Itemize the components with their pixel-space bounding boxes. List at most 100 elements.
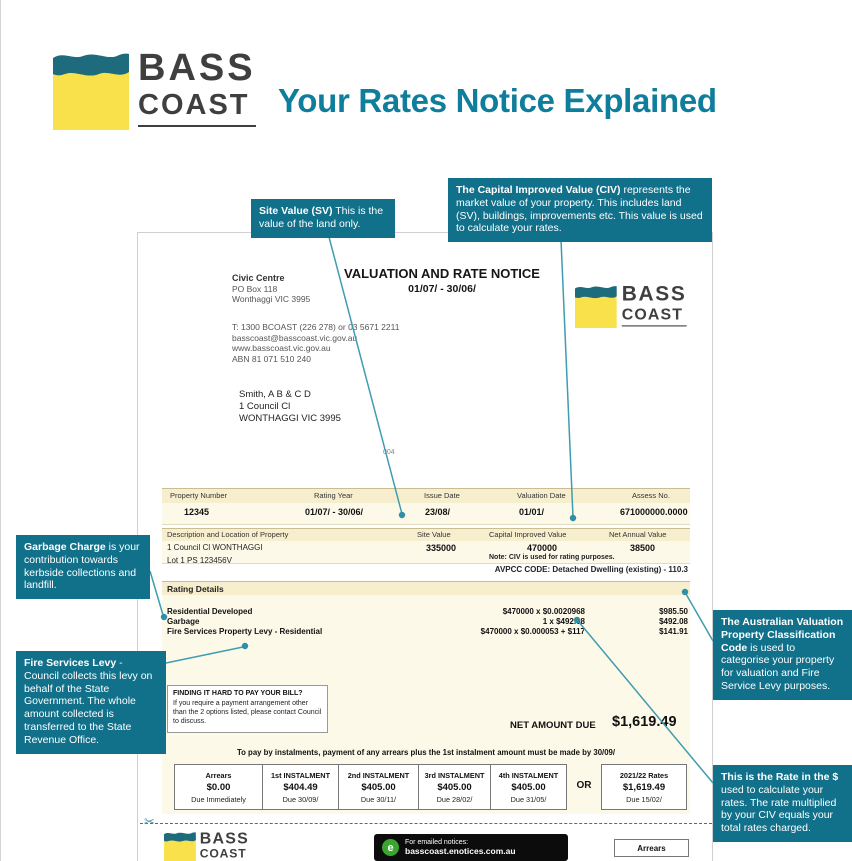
- instalment-due: Due Immediately: [191, 794, 246, 804]
- instalment-note: To pay by instalments, payment of any ar…: [236, 748, 616, 757]
- callout-avpcc-text: is used to categorise your property for …: [721, 641, 835, 692]
- summary-header-row-bg: [162, 488, 690, 503]
- rating-line-label: Garbage: [167, 617, 200, 626]
- callout-civ: The Capital Improved Value (CIV) represe…: [448, 178, 712, 243]
- callout-garbage: Garbage Charge is your contribution towa…: [16, 535, 150, 600]
- enotices-banner: e For emailed notices: basscoast.enotice…: [374, 834, 568, 861]
- notice-logo-text-bass: BASS: [621, 282, 687, 306]
- instalments-table: Arrears $0.00 Due Immediately 1st INSTAL…: [174, 764, 567, 810]
- stub-arrears-box: Arrears: [614, 839, 689, 857]
- rating-details-header-bg: [162, 581, 690, 595]
- addressee-city: WONTHAGGI VIC 3995: [239, 413, 341, 424]
- instalment-header: 3rd INSTALMENT: [424, 770, 485, 780]
- instalment-cell-2: 2nd INSTALMENT $405.00 Due 30/11/: [339, 764, 419, 810]
- rating-line-label: Residential Developed: [167, 607, 253, 616]
- stub-logo-text-coast: COAST: [200, 847, 249, 861]
- callout-rate-in-dollar-lead: This is the Rate in the $: [721, 771, 839, 783]
- sender-website: www.basscoast.vic.gov.au: [232, 343, 331, 353]
- issue-date-value: 23/08/: [425, 507, 451, 517]
- instalment-amount: $404.49: [283, 781, 318, 793]
- callout-civ-text: represents the market value of your prop…: [456, 184, 703, 235]
- summary-header-property-number: Property Number: [170, 491, 228, 500]
- rating-line-amount: $985.50: [659, 607, 688, 616]
- instalment-due: Due 28/02/: [436, 794, 473, 804]
- civ-note: Note: CIV is used for rating purposes.: [489, 554, 615, 561]
- instalment-due: Due 31/05/: [510, 794, 547, 804]
- full-payment-cell: 2021/22 Rates $1,619.49 Due 15/02/: [601, 764, 687, 810]
- notice-period: 01/07/ - 30/06/: [408, 283, 476, 295]
- callout-fire-levy-text: - Council collects this levy on behalf o…: [24, 657, 153, 746]
- enotices-icon: e: [382, 839, 399, 856]
- mail-sort-code: 004: [383, 449, 395, 456]
- instalment-cell-arrears: Arrears $0.00 Due Immediately: [174, 764, 263, 810]
- summary-header-rating-year: Rating Year: [314, 491, 353, 500]
- bass-coast-logo-mark: [53, 53, 129, 130]
- assess-no-value: 671000000.0000: [620, 507, 688, 517]
- instalment-amount: $0.00: [206, 781, 231, 793]
- callout-avpcc: The Australian Valuation Property Classi…: [713, 610, 852, 700]
- addressee-block: Smith, A B & C D 1 Council Cl WONTHAGGI …: [239, 389, 341, 425]
- property-header-description: Description and Location of Property: [167, 530, 289, 539]
- enotices-url: basscoast.enotices.com.au: [405, 846, 516, 856]
- rating-line-amount: $141.91: [659, 627, 688, 636]
- instalment-amount: $405.00: [511, 781, 546, 793]
- logo-wordmark: BASS COAST: [138, 48, 256, 127]
- net-amount-value: $1,619.49: [612, 714, 677, 730]
- instalment-cell-3: 3rd INSTALMENT $405.00 Due 28/02/: [419, 764, 491, 810]
- stub-bass-coast-logo: BASS COAST: [164, 830, 249, 861]
- logo-text-coast: COAST: [138, 88, 256, 127]
- enotices-label: For emailed notices:: [405, 839, 469, 846]
- instalment-amount: $405.00: [437, 781, 472, 793]
- callout-fire-levy-lead: Fire Services Levy: [24, 657, 117, 669]
- scissors-icon: ✂: [144, 814, 155, 829]
- rating-line-calc: 1 x $492.08: [542, 617, 585, 626]
- property-values-row-bg: [162, 541, 690, 564]
- rating-year-value: 01/07/ - 30/06/: [305, 507, 364, 517]
- callout-rate-in-dollar-text: used to calculate your rates. The rate m…: [721, 783, 837, 835]
- sender-address-block: Civic Centre PO Box 118 Wonthaggi VIC 39…: [232, 273, 310, 305]
- property-header-civ: Capital Improved Value: [489, 530, 567, 539]
- callout-site-value: Site Value (SV) This is the value of the…: [251, 199, 395, 238]
- rating-line-amount: $492.08: [659, 617, 688, 626]
- rates-notice-document: Civic Centre PO Box 118 Wonthaggi VIC 39…: [137, 232, 713, 861]
- notice-logo-text-coast: COAST: [621, 305, 687, 327]
- callout-fire-levy: Fire Services Levy - Council collects th…: [16, 651, 166, 754]
- full-payment-due: Due 15/02/: [626, 794, 662, 804]
- rating-line-label: Fire Services Property Levy - Residentia…: [167, 627, 323, 636]
- callout-site-value-text: This is the value of the land only.: [259, 205, 384, 230]
- summary-values-row-bg: [162, 503, 690, 525]
- valuation-date-value: 01/01/: [519, 507, 545, 517]
- instalment-header: Arrears: [205, 770, 232, 780]
- addressee-name: Smith, A B & C D: [239, 389, 311, 400]
- rating-line-calc: $470000 x $0.000053 + $117: [480, 627, 585, 636]
- callout-site-value-lead: Site Value (SV): [259, 205, 333, 217]
- callout-civ-lead: The Capital Improved Value (CIV): [456, 184, 621, 196]
- rating-details-label: Rating Details: [167, 584, 224, 594]
- sender-abn: ABN 81 071 510 240: [232, 353, 311, 364]
- property-description-value: 1 Council Cl WONTHAGGI: [167, 543, 263, 552]
- instalment-due: Due 30/11/: [360, 794, 397, 804]
- instalment-amount: $405.00: [361, 781, 396, 793]
- logo-text-bass: BASS: [138, 47, 256, 89]
- property-lot-value: Lot 1 PS 123456V: [167, 556, 232, 565]
- instalment-header: 2nd INSTALMENT: [347, 770, 410, 780]
- nav-value: 38500: [630, 543, 656, 553]
- instalment-due: Due 30/09/: [282, 794, 319, 804]
- property-header-row-bg: [162, 528, 690, 541]
- or-label: OR: [576, 780, 592, 791]
- instalment-header: 4th INSTALMENT: [498, 770, 559, 780]
- addressee-street: 1 Council Cl: [239, 401, 291, 412]
- property-number-value: 12345: [184, 507, 210, 517]
- enotices-text: For emailed notices: basscoast.enotices.…: [405, 839, 516, 856]
- full-payment-header: 2021/22 Rates: [619, 770, 669, 780]
- net-amount-label: NET AMOUNT DUE: [510, 720, 596, 731]
- sender-email: basscoast@basscoast.vic.gov.au: [232, 332, 358, 343]
- hardship-body: If you require a payment arrangement oth…: [173, 700, 322, 726]
- page-title: Your Rates Notice Explained: [278, 82, 717, 119]
- sender-contact-block: T: 1300 BCOAST (226 278) or 03 5671 2211…: [232, 322, 399, 364]
- summary-header-issue-date: Issue Date: [424, 491, 460, 500]
- avpcc-code-line: AVPCC CODE: Detached Dwelling (existing)…: [494, 565, 688, 574]
- callout-avpcc-lead: The Australian Valuation Property Classi…: [721, 616, 844, 654]
- callout-rate-in-dollar: This is the Rate in the $ used to calcul…: [713, 765, 852, 842]
